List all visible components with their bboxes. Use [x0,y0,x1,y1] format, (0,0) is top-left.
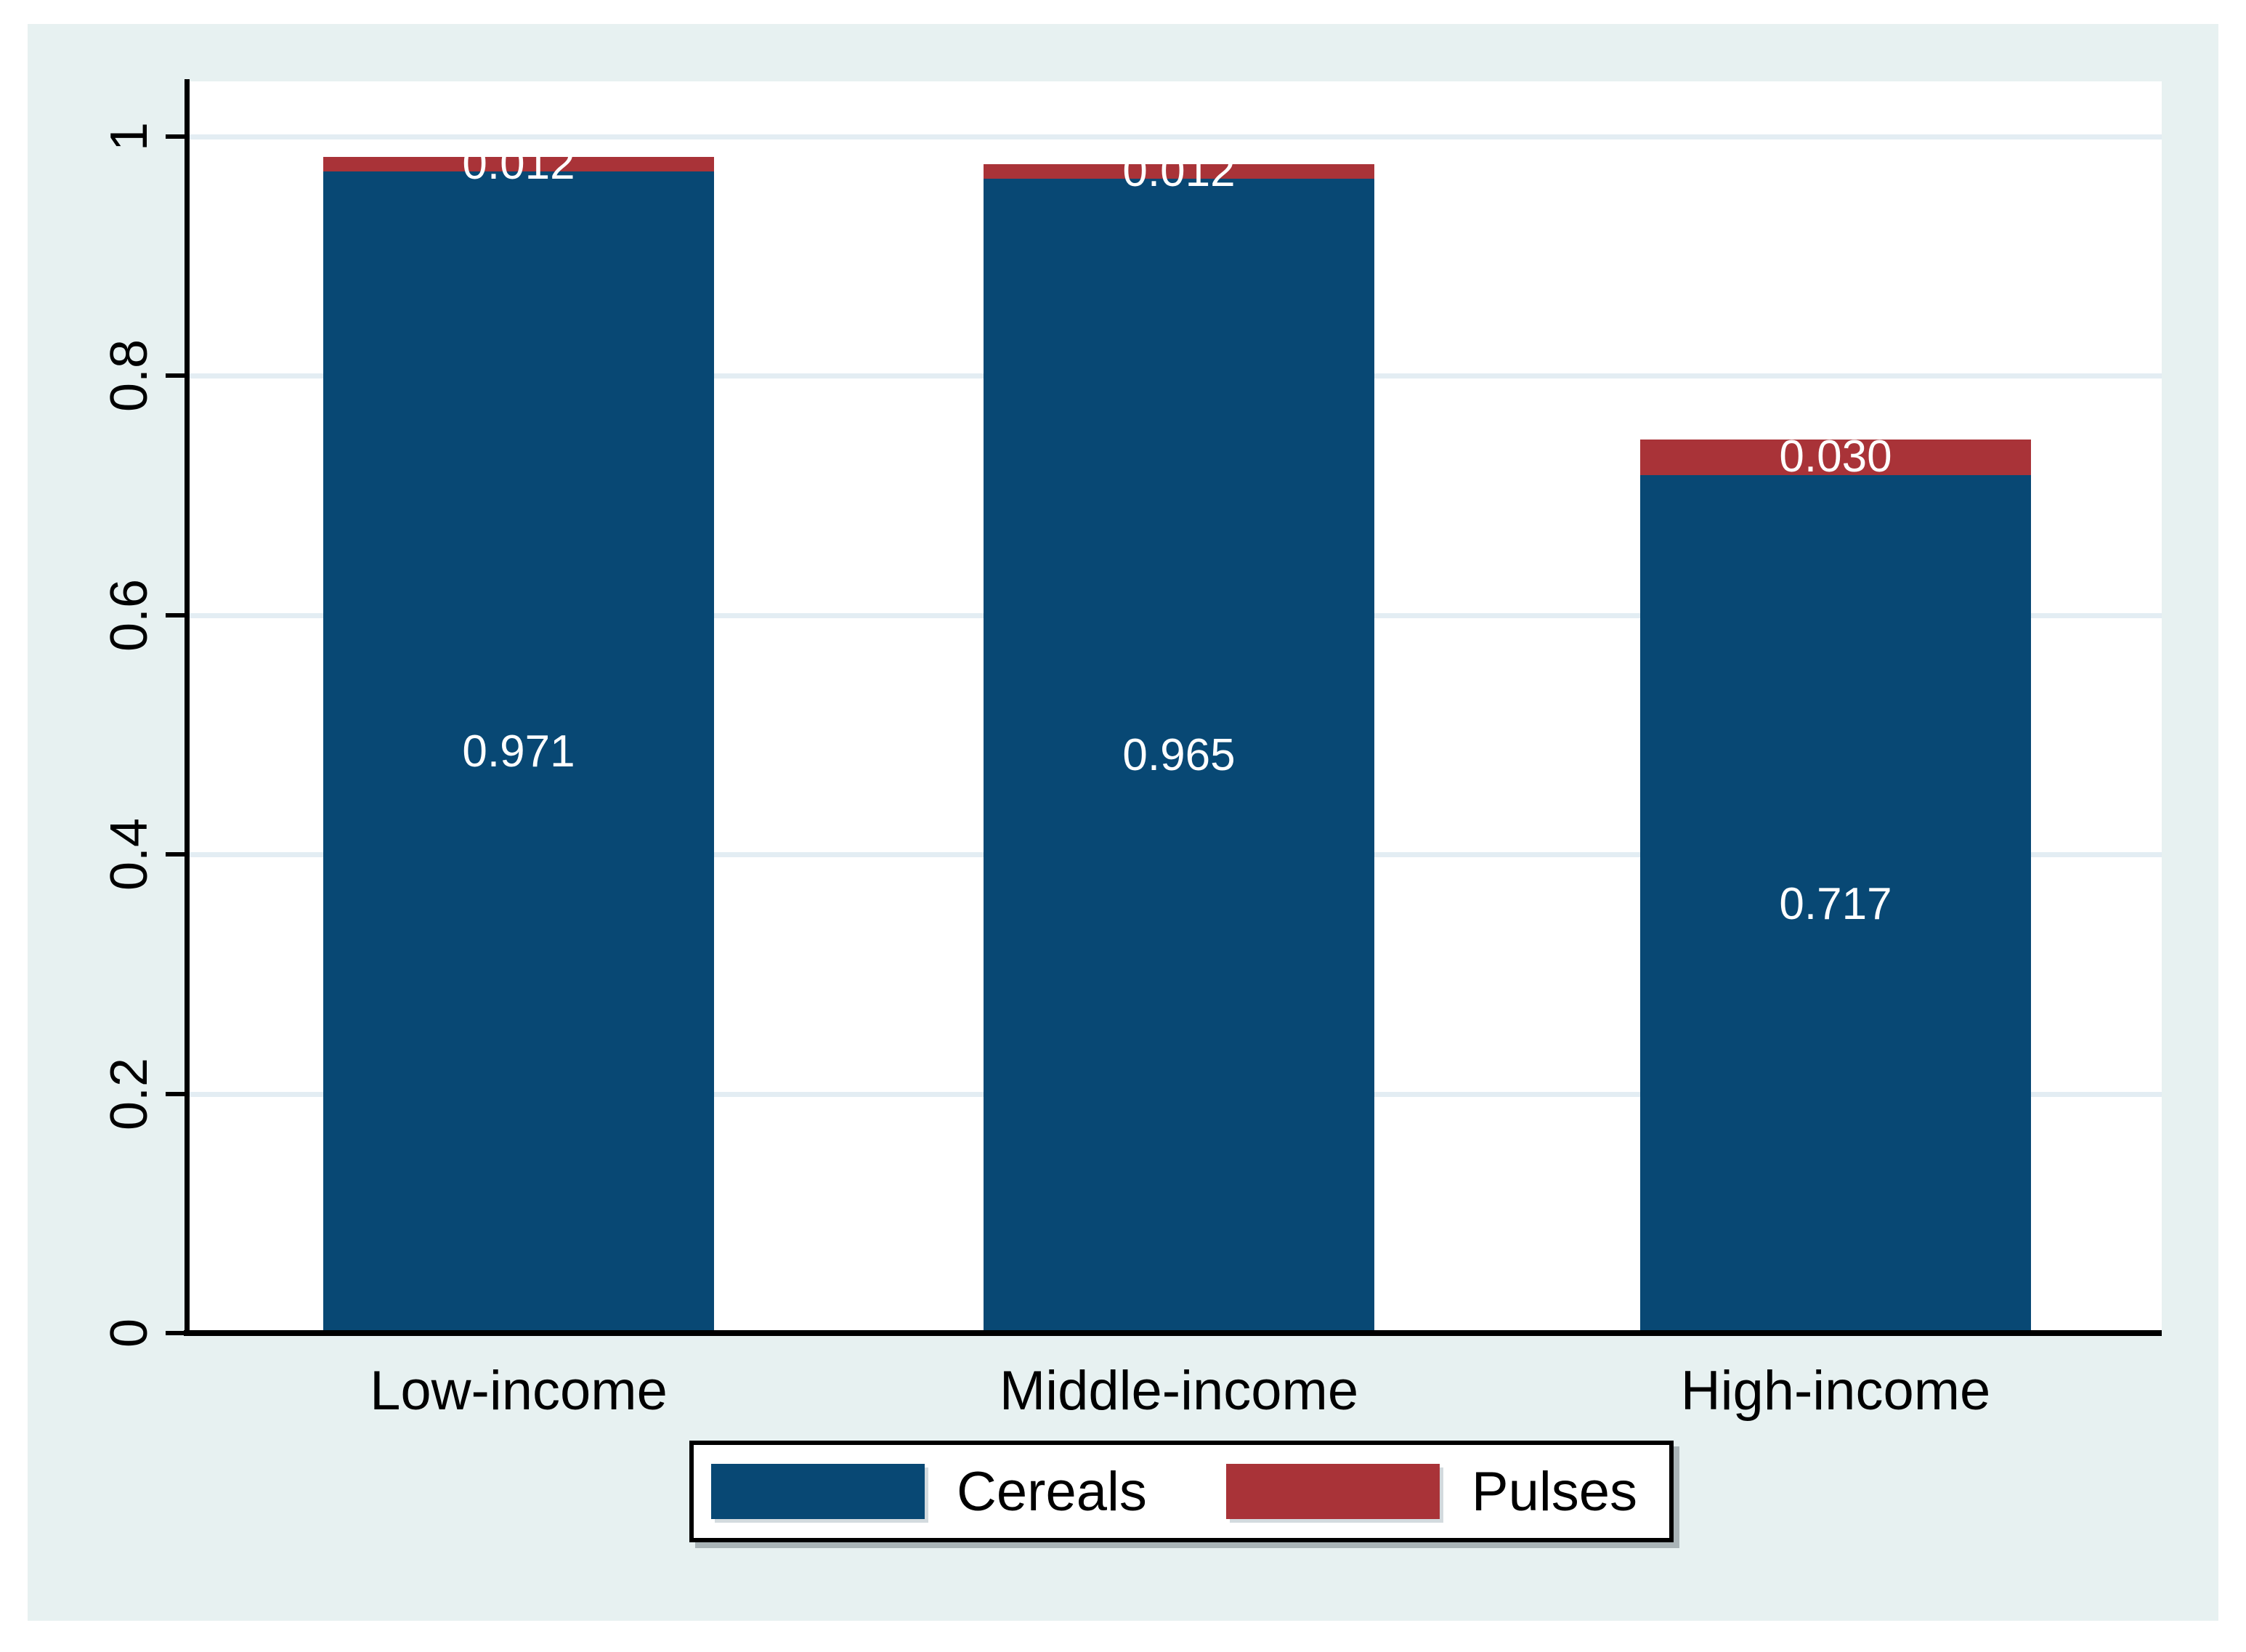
y-tick-label-text: 0.4 [100,818,158,891]
y-tick-1 [166,134,189,139]
figure-canvas: 0.012 0.971 0.012 0.965 0.030 0.717 0 0.2 0.4 0.… [28,24,2218,1621]
legend-label-pulses: Pulses [1471,1460,1638,1523]
x-axis-label-low-income: Low-income [370,1360,668,1422]
legend-box: Cereals Pulses [689,1441,1674,1542]
plot-area: 0.012 0.971 0.012 0.965 0.030 0.717 [189,81,2162,1333]
x-axis-label-high-income: High-income [1680,1360,1991,1422]
bar-low-income: 0.012 0.971 [323,139,714,1333]
bar-middle-income: 0.012 0.965 [984,146,1374,1333]
y-tick-label-text: 0.8 [100,339,158,413]
bar-segment-cereals-high-income [1640,475,2031,1333]
y-tick-label-text: 0.6 [100,578,158,652]
y-tick-label-0.2: 0.2 [71,1036,187,1152]
bar-high-income: 0.030 0.717 [1640,432,2031,1333]
y-tick-label-text: 0 [100,1318,158,1348]
y-tick-0.8 [166,373,189,378]
bar-segment-cereals-low-income [323,171,714,1333]
bar-segment-pulses-high-income [1640,439,2031,476]
legend-swatch-pulses [1225,1464,1440,1519]
y-tick-0.2 [166,1091,189,1096]
bar-segment-cereals-middle-income [984,178,1374,1333]
y-tick-0.4 [166,852,189,857]
bar-segment-pulses-middle-income [984,163,1374,179]
gridline-1 [189,134,2162,139]
legend-swatch-cereals [711,1464,925,1519]
y-tick-label-1: 1 [71,78,187,195]
y-tick-label-0.4: 0.4 [71,796,187,912]
x-axis-label-middle-income: Middle-income [999,1360,1359,1422]
y-tick-label-0: 0 [71,1275,187,1391]
y-tick-label-0.6: 0.6 [71,557,187,673]
y-tick-0 [166,1331,189,1335]
y-tick-0.6 [166,612,189,618]
legend-label-cereals: Cereals [957,1460,1147,1523]
x-axis-line [184,1330,2162,1336]
y-tick-label-text: 1 [100,121,158,152]
y-tick-label-0.8: 0.8 [71,317,187,434]
y-tick-label-text: 0.2 [100,1057,158,1130]
y-axis-line [185,79,190,1336]
bar-segment-pulses-low-income [323,157,714,171]
